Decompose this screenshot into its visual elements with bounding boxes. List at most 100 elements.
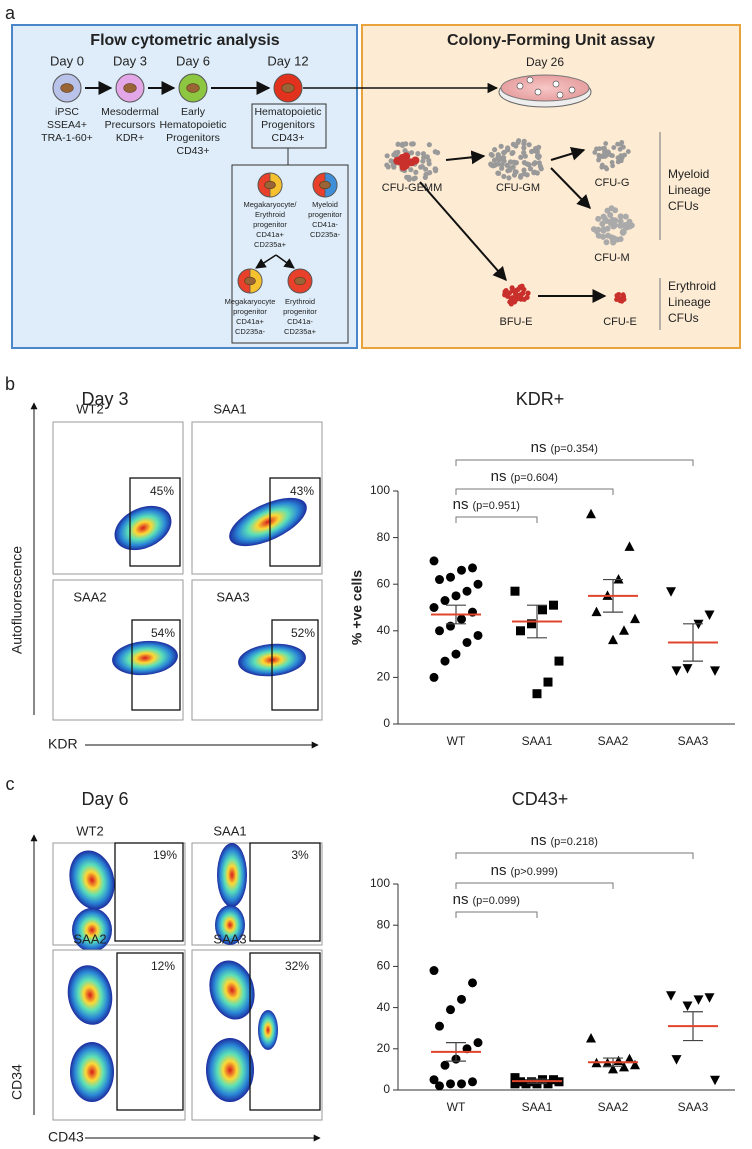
colony-cell xyxy=(603,165,609,170)
colony-cell xyxy=(616,291,622,297)
arrow xyxy=(275,254,295,269)
y-tick-label: 80 xyxy=(377,917,391,931)
colony-cell xyxy=(395,141,401,147)
lineage-label: Myeloid xyxy=(668,167,709,181)
flow-plot xyxy=(191,842,323,946)
point xyxy=(608,1063,618,1074)
colony-cell xyxy=(432,168,439,174)
colony-cell xyxy=(603,218,610,225)
gate-percent: 32% xyxy=(285,959,309,973)
dish-colony xyxy=(516,82,524,90)
gate xyxy=(269,477,321,567)
nucleus xyxy=(319,180,331,190)
density xyxy=(209,960,255,1020)
colony-cell xyxy=(600,213,607,220)
subset-text: CD41a- xyxy=(312,220,338,229)
sample-name: SAA1 xyxy=(213,823,246,838)
point xyxy=(704,610,715,620)
colony-label: CFU-GM xyxy=(496,182,540,194)
point xyxy=(457,1079,466,1089)
colony-cell xyxy=(617,236,624,243)
point xyxy=(671,666,682,676)
flow-title: Day 3 xyxy=(81,389,128,409)
colony-cell xyxy=(525,290,531,296)
box-title: Flow cytometric analysis xyxy=(90,32,280,49)
arrow xyxy=(550,146,586,161)
stage-text: CD43+ xyxy=(177,145,210,157)
point xyxy=(468,1077,477,1087)
stage-text: KDR+ xyxy=(116,132,144,144)
point xyxy=(693,995,704,1005)
significance: ns xyxy=(531,439,547,456)
cell-half xyxy=(249,268,263,294)
point xyxy=(538,605,547,615)
colony-label: CFU-E xyxy=(603,316,637,328)
axis-label: CD34 xyxy=(9,1064,25,1100)
bracket xyxy=(455,911,538,918)
y-tick-label: 20 xyxy=(377,1041,391,1055)
cell-half xyxy=(324,172,338,198)
y-tick-label: 60 xyxy=(377,576,391,590)
point xyxy=(543,677,553,687)
colony-cell xyxy=(509,298,515,304)
nucleus xyxy=(294,276,306,286)
point xyxy=(710,666,720,676)
colony-cell xyxy=(592,150,598,155)
colony-cell xyxy=(600,146,606,151)
gate-percent: 19% xyxy=(153,848,177,862)
subset-text: CD41a+ xyxy=(236,317,264,326)
colony-cell xyxy=(409,141,415,147)
stage-text: Progenitors xyxy=(261,119,315,131)
p-value: (p=0.354) xyxy=(551,443,598,455)
subset-text: CD235a- xyxy=(235,327,266,336)
colony-cell xyxy=(516,138,522,144)
point xyxy=(608,634,618,645)
colony-cell xyxy=(617,218,624,225)
point xyxy=(429,1075,439,1085)
point xyxy=(457,994,466,1004)
colony-cell xyxy=(603,141,609,146)
colony-cell xyxy=(537,163,543,169)
colony-cell xyxy=(608,234,615,241)
density xyxy=(72,908,112,952)
point xyxy=(473,1038,483,1048)
colony-cell xyxy=(620,228,627,235)
subset-text: progenitor xyxy=(233,307,267,316)
x-tick-label: SAA2 xyxy=(598,1100,629,1114)
subset-text: Erythroid xyxy=(285,297,315,306)
colony-cell xyxy=(604,225,611,232)
point xyxy=(435,1021,444,1031)
subset-text: Myeloid xyxy=(312,200,338,209)
arrow xyxy=(255,254,277,269)
gate-percent: 54% xyxy=(151,626,175,640)
gate xyxy=(249,952,321,1111)
gate-percent: 45% xyxy=(150,484,174,498)
dish xyxy=(500,74,590,102)
point xyxy=(710,1075,720,1086)
density xyxy=(70,1042,114,1102)
x-tick-label: SAA1 xyxy=(522,1100,553,1114)
significance: ns xyxy=(453,496,469,513)
y-tick-label: 0 xyxy=(383,716,390,730)
point xyxy=(473,579,483,589)
point xyxy=(532,689,542,699)
colony-cell xyxy=(519,284,525,291)
colony-cell xyxy=(618,158,624,164)
colony-cell xyxy=(402,148,408,154)
point xyxy=(704,993,715,1003)
colony-cell xyxy=(532,160,538,166)
stage-text: Hematopoietic xyxy=(254,106,321,118)
x-tick-label: SAA1 xyxy=(522,734,553,748)
gate-percent: 43% xyxy=(290,484,314,498)
density xyxy=(114,505,172,551)
point xyxy=(510,1073,520,1083)
colony-cell xyxy=(418,164,424,170)
stage-day: Day 0 xyxy=(50,53,84,68)
colony-cell xyxy=(621,144,626,150)
colony-cell xyxy=(496,170,502,176)
colony-cell xyxy=(531,169,537,176)
point xyxy=(682,664,693,674)
dish-colony xyxy=(552,80,560,88)
colony-cell xyxy=(408,150,415,156)
